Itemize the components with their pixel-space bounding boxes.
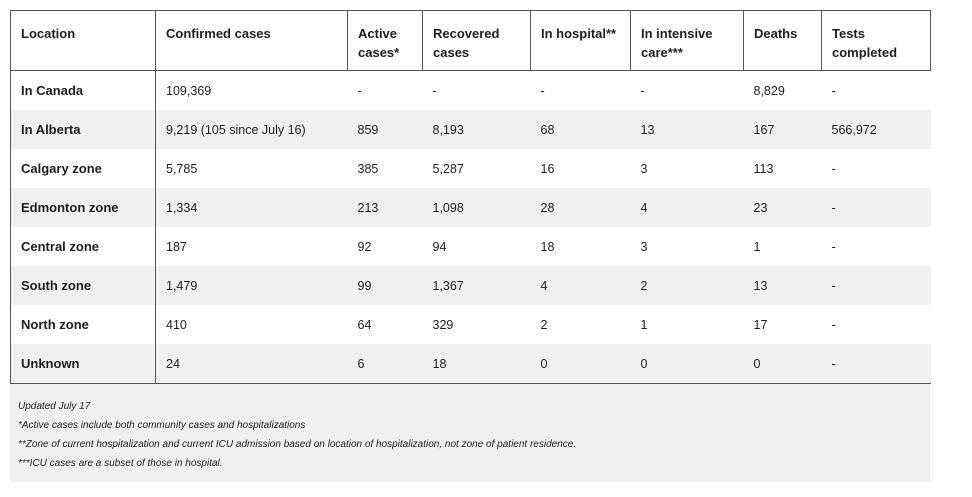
cell-location: In Alberta bbox=[10, 110, 156, 149]
cell-tests: - bbox=[821, 344, 931, 384]
footnote-updated: Updated July 17 bbox=[18, 401, 91, 412]
cell-location: Central zone bbox=[10, 227, 156, 266]
header-hospital: In hospital** bbox=[530, 10, 631, 71]
cell-tests: - bbox=[831, 83, 836, 98]
cell-recovered: 1,098 bbox=[422, 188, 531, 227]
cell-active: 859 bbox=[347, 110, 423, 149]
cell-location: Unknown bbox=[10, 344, 156, 384]
cell-active: 213 bbox=[347, 188, 423, 227]
cell-deaths: 0 bbox=[743, 344, 822, 384]
cell-tests: 566,972 bbox=[821, 110, 931, 149]
cell-tests: - bbox=[831, 317, 836, 332]
cell-active: 92 bbox=[357, 239, 372, 254]
cell-confirmed: 187 bbox=[166, 239, 187, 254]
cell-hospital: 18 bbox=[540, 239, 555, 254]
header-row: Location Confirmed cases Active cases* R… bbox=[10, 10, 931, 71]
cell-icu: 4 bbox=[630, 188, 744, 227]
cell-tests: - bbox=[831, 161, 836, 176]
cell-recovered: 1,367 bbox=[422, 266, 531, 305]
cell-hospital: 16 bbox=[540, 161, 555, 176]
footnote-active: *Active cases include both community cas… bbox=[18, 420, 306, 431]
cell-active: 99 bbox=[347, 266, 423, 305]
table-row: Edmonton zone 1,334 213 1,098 28 4 23- bbox=[10, 188, 931, 227]
cell-location: Calgary zone bbox=[10, 149, 156, 188]
covid-stats-table-container: Location Confirmed cases Active cases* R… bbox=[10, 10, 931, 482]
cell-confirmed: 1,334 bbox=[155, 188, 348, 227]
cell-deaths: 8,829 bbox=[753, 83, 785, 98]
footnote-icu: ***ICU cases are a subset of those in ho… bbox=[18, 458, 223, 469]
cell-hospital: 28 bbox=[530, 188, 631, 227]
table-body: In Canada 109,369 - - - - 8,829 - In Alberta 9,21… bbox=[10, 70, 931, 384]
header-tests: Tests completed bbox=[821, 10, 931, 71]
cell-location: North zone bbox=[10, 305, 156, 344]
table-row: South zone 1,479 99 1,367 4 2 13- bbox=[10, 266, 931, 305]
cell-recovered: 18 bbox=[422, 344, 531, 384]
cell-deaths: 13 bbox=[743, 266, 822, 305]
table-row: Central zone 187 92 94 18 3 1 - bbox=[10, 227, 931, 266]
cell-confirmed: 5,785 bbox=[166, 161, 198, 176]
cell-recovered: - bbox=[432, 83, 437, 98]
header-icu: In intensive care*** bbox=[630, 10, 744, 71]
cell-hospital: 4 bbox=[530, 266, 631, 305]
header-active: Active cases* bbox=[347, 10, 423, 71]
cell-icu: 3 bbox=[640, 239, 648, 254]
cell-deaths: 23 bbox=[743, 188, 822, 227]
table-row: In Canada 109,369 - - - - 8,829 - bbox=[10, 70, 931, 110]
cell-hospital: - bbox=[540, 83, 545, 98]
cell-tests: - bbox=[831, 239, 836, 254]
table-row: North zone 410 64 329 2 1 17 - bbox=[10, 305, 931, 344]
cell-confirmed: 410 bbox=[166, 317, 187, 332]
cell-location: South zone bbox=[10, 266, 156, 305]
cell-icu: - bbox=[640, 83, 645, 98]
cell-recovered: 5,287 bbox=[432, 161, 464, 176]
cell-active: - bbox=[357, 83, 362, 98]
table-row: Unknown 24 6 18 0 0 0- bbox=[10, 344, 931, 384]
header-confirmed: Confirmed cases bbox=[155, 10, 348, 71]
footnotes: Updated July 17 *Active cases include bo… bbox=[10, 384, 930, 482]
cell-deaths: 167 bbox=[743, 110, 822, 149]
covid-stats-table: Location Confirmed cases Active cases* R… bbox=[10, 10, 931, 384]
table-row: Calgary zone 5,785 385 5,287 16 3 113 - bbox=[10, 149, 931, 188]
cell-location: Edmonton zone bbox=[10, 188, 156, 227]
cell-location: In Canada bbox=[10, 70, 156, 110]
header-deaths: Deaths bbox=[743, 10, 822, 71]
cell-icu: 2 bbox=[630, 266, 744, 305]
cell-hospital: 2 bbox=[540, 317, 548, 332]
cell-confirmed: 24 bbox=[155, 344, 348, 384]
header-recovered: Recovered cases bbox=[422, 10, 531, 71]
cell-icu: 13 bbox=[630, 110, 744, 149]
cell-icu: 3 bbox=[640, 161, 648, 176]
cell-deaths: 113 bbox=[753, 161, 774, 176]
cell-active: 6 bbox=[347, 344, 423, 384]
cell-recovered: 329 bbox=[432, 317, 454, 332]
cell-active: 64 bbox=[357, 317, 372, 332]
header-location: Location bbox=[10, 10, 156, 71]
cell-tests: - bbox=[821, 266, 931, 305]
footnote-hospital: **Zone of current hospitalization and cu… bbox=[18, 439, 577, 450]
cell-hospital: 68 bbox=[530, 110, 631, 149]
cell-icu: 1 bbox=[640, 317, 648, 332]
cell-active: 385 bbox=[357, 161, 379, 176]
cell-confirmed: 109,369 bbox=[166, 83, 212, 98]
cell-recovered: 8,193 bbox=[422, 110, 531, 149]
cell-deaths: 1 bbox=[753, 239, 761, 254]
cell-confirmed: 1,479 bbox=[155, 266, 348, 305]
cell-icu: 0 bbox=[630, 344, 744, 384]
cell-recovered: 94 bbox=[432, 239, 447, 254]
cell-hospital: 0 bbox=[530, 344, 631, 384]
table-row: In Alberta 9,219 (105 since July 16) 859 8,… bbox=[10, 110, 931, 149]
cell-tests: - bbox=[821, 188, 931, 227]
cell-deaths: 17 bbox=[753, 317, 768, 332]
cell-confirmed: 9,219 (105 since July 16) bbox=[155, 110, 348, 149]
